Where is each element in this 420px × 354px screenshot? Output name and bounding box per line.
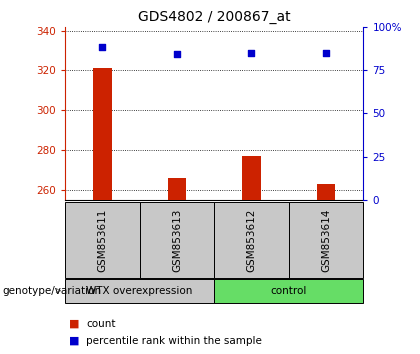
Text: ■: ■ xyxy=(69,319,80,329)
Text: percentile rank within the sample: percentile rank within the sample xyxy=(86,336,262,346)
Bar xyxy=(242,156,261,200)
Point xyxy=(99,45,106,50)
Text: control: control xyxy=(270,286,307,296)
Text: genotype/variation: genotype/variation xyxy=(2,286,101,296)
Point xyxy=(248,50,255,55)
Text: GSM853614: GSM853614 xyxy=(321,208,331,272)
Bar xyxy=(93,68,112,200)
Text: GSM853613: GSM853613 xyxy=(172,208,182,272)
Point xyxy=(173,51,180,57)
Text: GSM853611: GSM853611 xyxy=(97,208,108,272)
Text: count: count xyxy=(86,319,116,329)
Point xyxy=(323,50,329,55)
Text: GSM853612: GSM853612 xyxy=(247,208,257,272)
Text: WTX overexpression: WTX overexpression xyxy=(87,286,193,296)
Bar xyxy=(317,184,335,200)
Title: GDS4802 / 200867_at: GDS4802 / 200867_at xyxy=(138,10,291,24)
Bar xyxy=(168,178,186,200)
Text: ■: ■ xyxy=(69,336,80,346)
